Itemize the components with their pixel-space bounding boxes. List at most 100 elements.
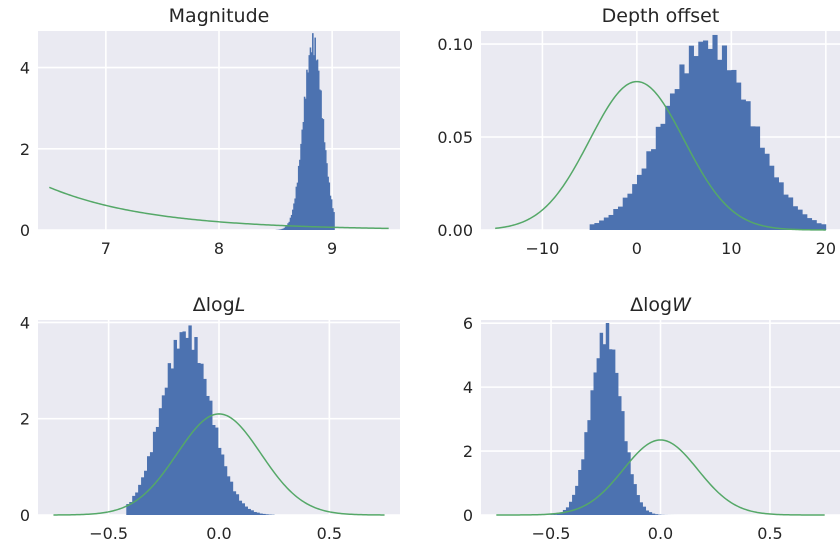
histogram-bar — [627, 193, 633, 230]
histogram-bar — [185, 337, 189, 515]
histogram-bar — [688, 45, 694, 230]
histogram-bar — [282, 228, 285, 230]
histogram-bar — [578, 469, 582, 515]
y-tick-label: 2 — [463, 442, 473, 461]
histogram-bar — [821, 224, 827, 230]
y-tick-label: 0 — [463, 506, 473, 525]
histogram-bar — [764, 153, 770, 230]
histogram-bars — [589, 34, 827, 231]
histogram-bar — [646, 151, 652, 230]
chart-title-variable: L — [235, 294, 246, 316]
y-tick-label: 2 — [20, 140, 30, 159]
histogram-bar — [622, 197, 628, 230]
y-tick-label: 0.05 — [437, 128, 473, 147]
histogram-bar — [256, 512, 260, 515]
tick-labels: −0.5 0.0 0.5 0 2 4 — [20, 313, 342, 543]
histogram-bar — [295, 186, 298, 230]
histogram-bar — [581, 459, 585, 515]
histogram-bar — [265, 514, 269, 515]
histogram-bar — [296, 182, 299, 230]
y-tick-label: 4 — [463, 378, 473, 397]
histogram-bar — [624, 441, 628, 515]
histogram-bar — [599, 220, 605, 230]
histogram-bar — [639, 502, 643, 515]
histogram-bar — [329, 195, 332, 230]
histogram-bar — [229, 481, 234, 515]
histogram-bars — [275, 33, 335, 231]
y-tick-label: 2 — [20, 410, 30, 429]
histogram-bar — [299, 159, 301, 230]
histogram-bar — [293, 203, 295, 230]
x-tick-label: 8 — [214, 239, 224, 258]
histogram-bar — [669, 93, 676, 231]
histogram-bar — [332, 208, 334, 230]
histogram-bar — [617, 206, 624, 230]
histogram-bar — [717, 59, 723, 230]
histogram-bar — [641, 168, 647, 230]
histogram-bar — [651, 513, 656, 515]
tick-labels: −0.5 0.0 0.5 0 2 4 6 — [463, 314, 783, 543]
histogram-bar — [693, 56, 699, 230]
histogram-bar — [333, 212, 335, 230]
histogram-bar — [590, 390, 594, 515]
histogram-bar — [636, 174, 643, 230]
histogram-bar — [736, 82, 742, 230]
histogram-bar — [253, 511, 257, 515]
histogram-bar — [587, 420, 591, 515]
histogram-bar — [286, 225, 288, 230]
histogram-bar — [297, 165, 300, 230]
histogram-bar — [284, 226, 287, 230]
histogram-bar — [238, 500, 243, 515]
tick-labels: −10 0 10 20 0.00 0.05 0.10 — [437, 35, 836, 258]
panel-depth-offset: −10 0 10 20 0.00 0.05 0.10 Depth offset — [437, 5, 840, 258]
chart-title-variable: W — [672, 294, 692, 316]
histogram-bar — [750, 126, 756, 230]
y-tick-label: 0.10 — [437, 35, 473, 54]
panel-delta-log-l: −0.5 0.0 0.5 0 2 4 ΔlogL — [20, 294, 400, 543]
histogram-bar — [614, 372, 619, 515]
x-tick-label: 9 — [327, 239, 337, 258]
histogram-bar — [603, 217, 609, 230]
histogram-bar — [310, 52, 313, 231]
histogram-bar — [170, 368, 175, 515]
histogram-bar — [630, 474, 634, 515]
histogram-bar — [806, 218, 813, 230]
histogram-bar — [605, 323, 610, 515]
histogram-bar — [627, 452, 631, 515]
histogram-bar — [721, 45, 728, 231]
curve-line — [53, 413, 385, 516]
histogram-bar — [259, 513, 263, 515]
histogram-bar — [206, 395, 210, 515]
histogram-bars — [529, 323, 683, 515]
y-tick-label: 0 — [20, 506, 30, 525]
histogram-bar — [330, 199, 333, 230]
histogram-bar — [215, 427, 219, 515]
histogram-bar — [312, 33, 314, 231]
x-tick-label: 0.0 — [206, 524, 231, 543]
histogram-bar — [602, 344, 607, 515]
histogram-bar — [135, 492, 139, 515]
histogram-bar — [584, 432, 588, 515]
histogram-bar — [303, 96, 306, 230]
histogram-bar — [262, 513, 266, 515]
histogram-bar — [129, 501, 133, 515]
panel-delta-log-w: −0.5 0.0 0.5 0 2 4 6 ΔlogW — [463, 294, 840, 543]
histogram-bar — [745, 101, 751, 231]
histogram-bar — [802, 214, 808, 230]
histogram-bar — [247, 508, 251, 515]
histogram-bar — [575, 485, 579, 515]
panel-magnitude: 7 8 9 0 2 4 Magnitude — [20, 5, 400, 258]
histogram-bar — [648, 512, 653, 515]
histogram-bar — [182, 331, 186, 515]
histogram-bar — [173, 339, 177, 515]
histogram-bar — [287, 223, 289, 230]
histogram-bar — [665, 105, 671, 230]
y-tick-label: 4 — [20, 59, 30, 78]
histogram-bar — [654, 514, 659, 515]
histogram-bar — [314, 37, 316, 230]
histogram-bar — [281, 228, 284, 230]
grid — [38, 31, 400, 231]
histogram-bar — [223, 466, 228, 515]
chart-title: ΔlogW — [630, 294, 692, 316]
y-tick-label: 6 — [463, 314, 473, 333]
